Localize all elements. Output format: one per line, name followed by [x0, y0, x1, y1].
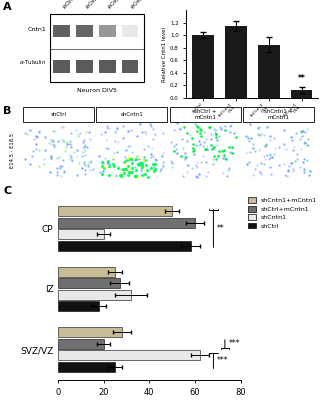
Text: ***: *** [217, 356, 228, 366]
Text: Cntn1: Cntn1 [28, 27, 47, 32]
Bar [291, 90, 313, 98]
Text: shCtrl +
mCntn1: shCtrl + mCntn1 [194, 109, 216, 120]
Text: B: B [3, 106, 12, 116]
Bar [58, 206, 172, 216]
Text: A: A [3, 2, 12, 12]
Text: shCtrl: shCtrl [50, 112, 67, 117]
Bar [58, 218, 195, 228]
Text: shCntn1 +
mCntn1: shCntn1 + mCntn1 [264, 109, 293, 120]
Bar [58, 362, 115, 372]
Text: ***: *** [228, 339, 240, 348]
Bar [53, 60, 70, 73]
Text: shCntn1: shCntn1 [120, 112, 143, 117]
Bar [58, 350, 200, 360]
Bar [76, 60, 93, 73]
Bar [99, 25, 116, 37]
Bar [58, 327, 122, 338]
Text: $\alpha$-Tubulin: $\alpha$-Tubulin [19, 58, 47, 66]
Text: **: ** [298, 74, 306, 83]
Text: shCntn1-016: shCntn1-016 [107, 0, 132, 10]
Text: E14.5 - E18.5: E14.5 - E18.5 [10, 132, 15, 168]
Legend: shCntn1+mCntn1, shCtrl+mCntn1, shCntn1, shCtrl: shCntn1+mCntn1, shCtrl+mCntn1, shCntn1, … [248, 198, 317, 229]
Bar [122, 25, 139, 37]
Bar [192, 35, 214, 98]
Bar [58, 229, 104, 239]
Text: shCntn1-015: shCntn1-015 [84, 0, 109, 10]
Bar [58, 339, 104, 349]
Bar [58, 267, 115, 277]
Bar [122, 60, 139, 73]
Text: shCntn1-018: shCntn1-018 [130, 0, 154, 10]
Bar [58, 240, 190, 251]
Bar [50, 14, 144, 82]
Bar [99, 60, 116, 73]
Text: shCtrl: shCtrl [62, 0, 75, 10]
Text: C: C [3, 186, 12, 196]
Bar [76, 25, 93, 37]
Bar [53, 25, 70, 37]
Bar [258, 44, 280, 98]
Y-axis label: Relative Cntn1 level: Relative Cntn1 level [162, 26, 167, 82]
Text: **: ** [217, 224, 225, 233]
Bar [58, 278, 119, 288]
Bar [58, 290, 131, 300]
Bar [58, 301, 99, 311]
Text: Neuron DIV5: Neuron DIV5 [77, 88, 116, 93]
Bar [225, 26, 247, 98]
